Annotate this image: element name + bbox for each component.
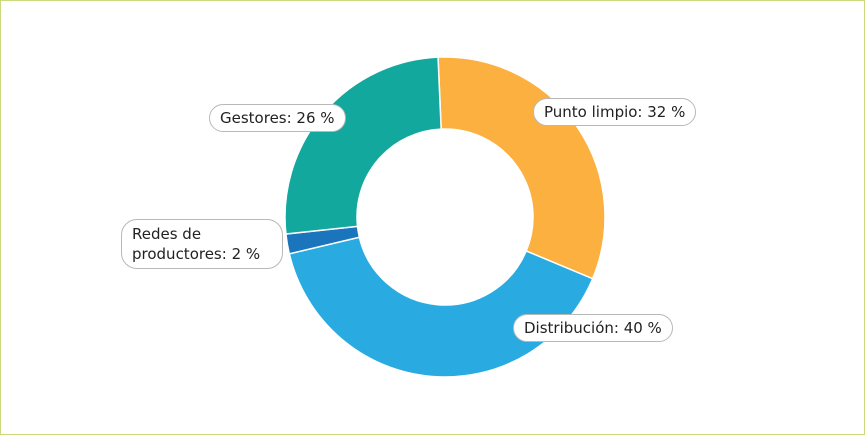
donut-slice bbox=[284, 56, 442, 235]
slice-label: Redes de productores: 2 % bbox=[121, 219, 283, 269]
slice-label: Gestores: 26 % bbox=[209, 104, 346, 132]
donut-slice bbox=[437, 56, 606, 280]
donut-slice bbox=[288, 236, 594, 378]
slice-label: Punto limpio: 32 % bbox=[533, 98, 697, 126]
slice-label: Distribución: 40 % bbox=[513, 314, 673, 342]
